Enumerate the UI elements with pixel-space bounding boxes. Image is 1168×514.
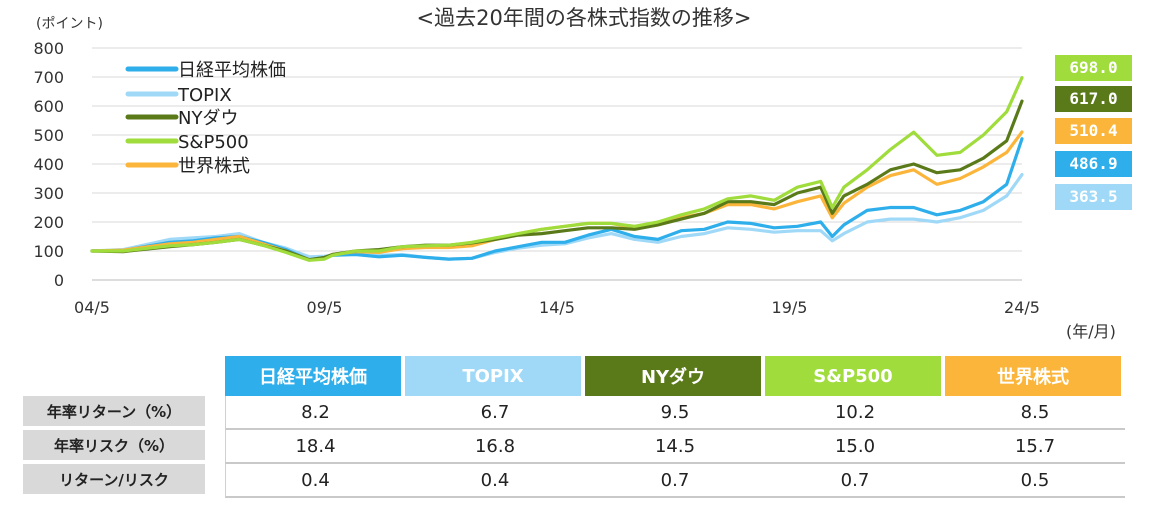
final-value-badge: 510.4 [1055,118,1132,144]
y-tick-label: 700 [33,68,64,87]
row-label: 年率リターン（%） [23,396,225,430]
table-header-cell: TOPIX [405,356,585,396]
legend-label: NYダウ [178,108,238,129]
x-tick-label: 19/5 [772,298,808,317]
table-header-blank [23,356,225,396]
table-cell: 0.5 [945,464,1125,498]
line-chart: 0 100 200 300 400 500 600 700 800 04/5 09/5 14/5 19/… [33,39,1040,317]
chart-title: <過去20年間の各株式指数の推移> [416,6,752,30]
table-header-cell: S&P500 [765,356,945,396]
table-cell: 18.4 [225,430,405,464]
x-tick-label: 14/5 [539,298,575,317]
y-tick-label: 500 [33,126,64,145]
y-tick-label: 400 [33,155,64,174]
x-axis-unit: (年/月) [1066,322,1116,341]
table-row: リターン/リスク 0.4 0.4 0.7 0.7 0.5 [23,464,1125,498]
y-tick-label: 200 [33,213,64,232]
row-label: 年率リスク（%） [23,430,225,464]
x-tick-label: 04/5 [74,298,110,317]
x-tick-label: 24/5 [1004,298,1040,317]
table-cell: 10.2 [765,396,945,430]
final-value-badge: 363.5 [1055,184,1132,210]
table-row: 年率リスク（%） 18.4 16.8 14.5 15.0 15.7 [23,430,1125,464]
performance-table: 日経平均株価 TOPIX NYダウ S&P500 世界株式 年率リターン（%） … [23,356,1125,498]
table-cell: 0.7 [765,464,945,498]
table-cell: 8.2 [225,396,405,430]
table-cell: 15.7 [945,430,1125,464]
y-tick-label: 0 [54,271,64,290]
table-cell: 8.5 [945,396,1125,430]
y-tick-label: 800 [33,39,64,58]
x-tick-label: 09/5 [307,298,343,317]
table-header-row: 日経平均株価 TOPIX NYダウ S&P500 世界株式 [23,356,1125,396]
row-label: リターン/リスク [23,464,225,498]
y-tick-label: 300 [33,184,64,203]
table-cell: 0.7 [585,464,765,498]
table-header-cell: 世界株式 [945,356,1125,396]
table-cell: 9.5 [585,396,765,430]
table-cell: 15.0 [765,430,945,464]
legend-label: 世界株式 [178,156,250,177]
series-line [90,76,1024,262]
final-value-badge: 617.0 [1055,86,1132,112]
table-row: 年率リターン（%） 8.2 6.7 9.5 10.2 8.5 [23,396,1125,430]
table-cell: 0.4 [225,464,405,498]
table-cell: 0.4 [405,464,585,498]
legend-label: S&P500 [178,132,249,153]
table-cell: 16.8 [405,430,585,464]
legend-label: TOPIX [177,85,232,106]
legend-label: 日経平均株価 [178,60,286,81]
table-cell: 14.5 [585,430,765,464]
y-axis-unit: (ポイント) [36,16,103,32]
y-tick-label: 100 [33,242,64,261]
final-value-badge: 698.0 [1055,55,1132,81]
table-header-cell: 日経平均株価 [225,356,405,396]
final-value-badge: 486.9 [1055,151,1132,177]
y-tick-label: 600 [33,97,64,116]
table-header-cell: NYダウ [585,356,765,396]
table-cell: 6.7 [405,396,585,430]
series-line [90,173,1024,261]
